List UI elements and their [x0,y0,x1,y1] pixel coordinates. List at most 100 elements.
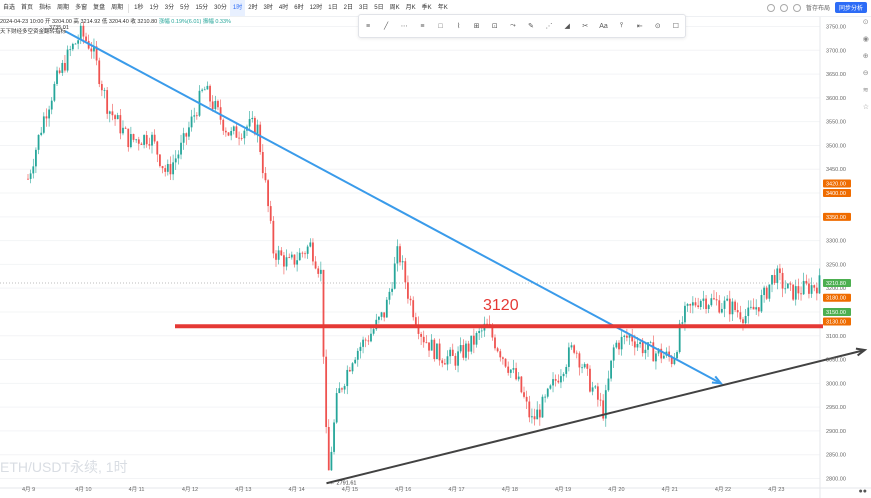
candle-body [164,168,167,172]
candle-body [747,307,750,317]
toolbar-item-22[interactable]: 5日 [374,5,384,11]
candle-body [217,101,219,108]
price-tag [823,189,851,198]
draw-tool-12-icon[interactable]: ✂ [582,23,589,30]
draw-tool-8-icon[interactable]: ⤳ [510,22,516,29]
toolbar-item-15[interactable]: 3时 [263,5,273,11]
magnet-icon[interactable]: ⊙ [862,19,869,26]
toolbar-item-24[interactable]: 月K [405,5,416,11]
candle-body [396,246,399,264]
draw-tool-9-icon[interactable]: ✎ [528,23,534,30]
layers-icon[interactable]: ≋ [862,87,869,94]
trendline-layer[interactable] [64,30,868,485]
draw-tool-7-icon[interactable]: ⊡ [491,23,498,30]
candle-body [739,312,742,320]
toolbar-item-12[interactable]: 30分 [214,5,227,11]
candle-body [794,286,797,300]
candle-body [438,343,441,361]
candle-body [40,132,43,135]
toolbar-item-13[interactable]: 1时 [229,0,246,16]
toolbar-item-6[interactable]: 周期 [111,5,124,11]
lock-icon[interactable]: ⊕ [862,53,869,60]
candle-body [129,134,132,148]
draw-tool-14-icon[interactable]: ⫯ [620,22,624,29]
candle-body [549,385,552,389]
settings-icon[interactable] [766,3,775,12]
sync-analysis-button[interactable]: 同步分析 [834,2,867,13]
toolbar-item-17[interactable]: 6时 [294,5,304,11]
toolbar-item-25[interactable]: 季K [421,5,432,11]
fullscreen-icon[interactable] [792,3,801,12]
toolbar-item-14[interactable]: 2时 [248,5,258,11]
candle-body [174,158,177,163]
draw-tool-4-icon[interactable]: □ [438,22,443,30]
camera-icon[interactable] [779,3,788,12]
candle-body [744,316,747,324]
toolbar-item-4[interactable]: 多窗 [75,5,88,11]
toolbar-item-23[interactable]: 周K [389,5,400,11]
candle-body [454,355,457,366]
price-tag [823,279,851,288]
toolbar-item-9[interactable]: 3分 [164,5,175,11]
candle-body [372,329,375,334]
draw-tool-15-icon[interactable]: ⇤ [636,23,643,30]
y-tick-label: 2900.00 [826,429,846,435]
trash-icon[interactable]: ⊖ [862,70,869,77]
candle-body [720,308,723,313]
layout-label[interactable]: 暂存布局 [805,6,830,12]
toolbar-item-1[interactable]: 首页 [21,5,34,11]
support-line-layer[interactable]: 3120 [175,297,823,329]
toolbar-item-21[interactable]: 3日 [358,5,369,11]
candle-body [742,319,744,324]
draw-tool-17-icon[interactable]: ☐ [672,23,680,30]
toolbar-item-7[interactable]: 1秒 [134,5,144,11]
draw-tool-11-icon[interactable]: ◢ [564,23,570,30]
candle-body [655,353,657,362]
toolbar-item-0[interactable]: 自选 [3,5,16,11]
candle-body [546,388,549,397]
eye-icon[interactable]: ◉ [862,36,869,43]
draw-tool-2-icon[interactable]: ⋯ [400,23,408,30]
draw-tool-10-icon[interactable]: ⋰ [545,23,553,30]
toolbar-item-20[interactable]: 2日 [343,5,353,11]
candle-body [45,116,48,119]
candle-body [151,134,153,146]
draw-tool-3-icon[interactable]: ≡ [420,22,425,30]
toolbar-item-5[interactable]: 复盘 [93,5,106,11]
trendline-arrowhead [711,375,724,385]
toolbar-item-18[interactable]: 12时 [309,5,323,11]
ohlc-info-line: 2024-04-23 10:00 开 3204.00 高 3214.92 低 3… [0,17,231,25]
candle-body [362,339,364,347]
x-tick-label: 4月 15 [342,486,358,493]
toolbar-item-11[interactable]: 15分 [195,5,209,11]
candle-body [201,89,204,91]
candle-body [227,132,230,136]
toolbar-item-2[interactable]: 指标 [39,5,52,11]
candle-body [330,451,333,471]
draw-tool-0-icon[interactable]: ≡ [366,22,371,30]
draw-tool-16-icon[interactable]: ⊙ [654,23,661,30]
candle-body [285,257,288,267]
star-icon[interactable]: ☆ [862,104,869,111]
draw-tool-6-icon[interactable]: ⊞ [473,23,480,30]
candle-body [95,46,98,61]
toolbar-item-16[interactable]: 4时 [278,5,289,11]
candle-body [414,317,417,325]
toolbar-item-26[interactable]: 年K [437,5,448,11]
draw-tool-5-icon[interactable]: ⌇ [456,23,461,30]
toolbar-item-8[interactable]: 1分 [149,5,159,11]
candle-body [338,388,341,394]
candle-body [180,142,182,155]
indicator-name[interactable]: 天下财经多空资金翻转指标 [0,29,67,35]
toolbar-item-10[interactable]: 5分 [180,5,190,11]
candle-body [248,119,251,127]
candle-body [391,288,393,292]
draw-tool-13-icon[interactable]: Aa [599,22,608,30]
candle-body [673,358,676,365]
candle-body [531,416,533,418]
toolbar-item-3[interactable]: 周期 [57,5,70,11]
draw-tool-1-icon[interactable]: ╱ [384,23,389,30]
toolbar-item-19[interactable]: 1日 [328,5,338,11]
info-close: 收 3210.80 [130,19,158,25]
